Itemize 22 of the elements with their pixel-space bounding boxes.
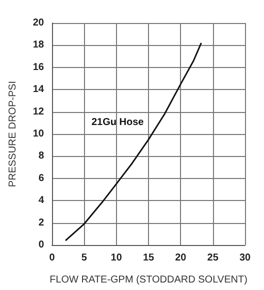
y-tick-label: 14 bbox=[32, 84, 44, 96]
y-tick-label: 12 bbox=[32, 106, 44, 118]
series-label: 21Gu Hose bbox=[92, 117, 144, 128]
line-series bbox=[64, 42, 202, 242]
y-tick-label: 20 bbox=[32, 18, 44, 28]
y-tick-label: 18 bbox=[32, 40, 44, 51]
x-tick-label: 5 bbox=[81, 252, 88, 264]
y-tick-label: 2 bbox=[38, 217, 44, 228]
y-tick-label: 10 bbox=[32, 128, 44, 140]
x-tick-label: 30 bbox=[239, 252, 251, 264]
y-axis-title: PRESSURE DROP-PSI bbox=[8, 80, 18, 188]
x-tick-label: 15 bbox=[142, 252, 154, 264]
x-axis-title: FLOW RATE-GPM (STODDARD SOLVENT) bbox=[50, 274, 248, 286]
y-tick-label: 16 bbox=[32, 62, 44, 73]
x-tick-label: 25 bbox=[207, 252, 219, 264]
y-tick-label: 8 bbox=[38, 150, 44, 162]
y-tick-label: 4 bbox=[38, 195, 44, 206]
x-tick-label: 0 bbox=[49, 252, 56, 264]
y-tick-label: 6 bbox=[38, 172, 44, 184]
y-tick-label: 0 bbox=[38, 240, 44, 250]
x-tick-label: 20 bbox=[175, 252, 187, 264]
x-tick-label: 10 bbox=[110, 252, 122, 264]
